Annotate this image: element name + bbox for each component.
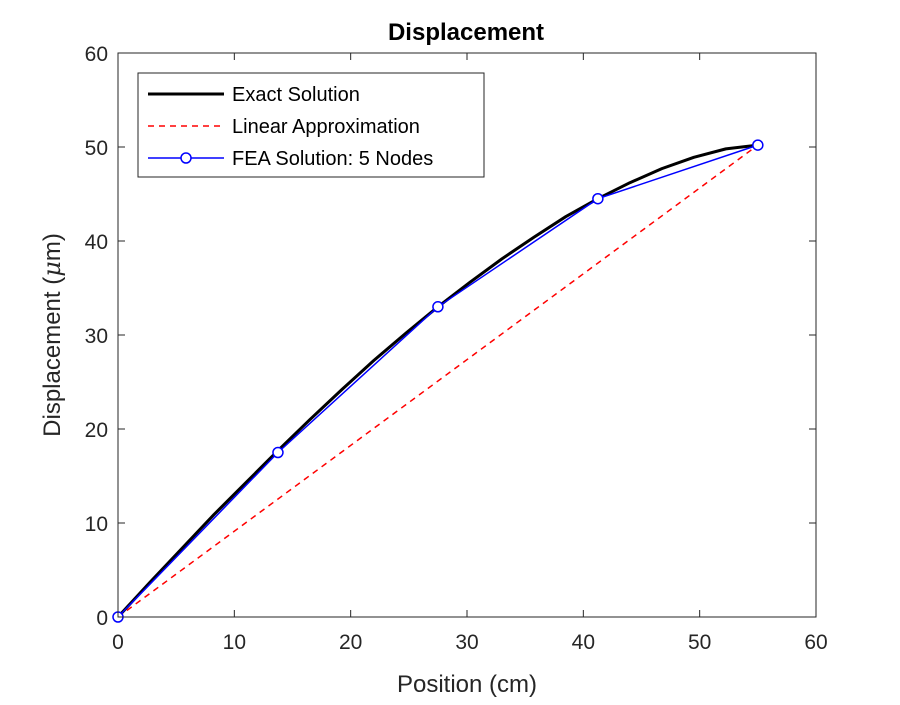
legend-box (137, 72, 485, 178)
legend: Exact Solution Linear Approximation FEA … (137, 72, 485, 178)
y-tick-label: 50 (85, 137, 108, 160)
y-axis-label: Displacement (μm) (38, 233, 66, 437)
legend-label-linear: Linear Approximation (232, 116, 420, 138)
tick-layer: 0 10 20 30 40 50 60 0 10 20 30 40 50 60 (85, 43, 828, 654)
legend-marker-fea (180, 152, 192, 164)
series-layer (112, 139, 764, 623)
series-line-linear-approximation (117, 144, 759, 618)
x-tick-label: 10 (223, 631, 246, 654)
fea-node-marker (592, 192, 604, 205)
fea-node-marker (272, 446, 284, 459)
fea-node-marker (432, 301, 444, 313)
y-tick-label: 30 (85, 325, 108, 348)
y-tick-label: 20 (85, 419, 108, 442)
x-tick-label: 0 (112, 631, 124, 654)
y-axis-label-mu: μ (38, 261, 66, 277)
y-tick-label: 10 (85, 513, 108, 536)
x-axis-label: Position (cm) (397, 671, 537, 698)
x-tick-label: 50 (688, 631, 711, 654)
y-axis-label-suffix: m) (39, 233, 66, 261)
legend-label-exact: Exact Solution (232, 84, 360, 106)
x-tick-label: 40 (572, 631, 595, 654)
fea-node-marker (752, 139, 764, 151)
y-axis-label-prefix: Displacement ( (39, 277, 66, 437)
y-tick-label: 40 (85, 231, 108, 254)
legend-label-fea: FEA Solution: 5 Nodes (232, 148, 433, 170)
chart-title: Displacement (388, 19, 544, 46)
y-tick-label: 60 (85, 43, 108, 66)
x-tick-label: 60 (804, 631, 827, 654)
y-tick-label: 0 (96, 607, 108, 630)
x-tick-label: 20 (339, 631, 362, 654)
x-tick-label: 30 (455, 631, 478, 654)
